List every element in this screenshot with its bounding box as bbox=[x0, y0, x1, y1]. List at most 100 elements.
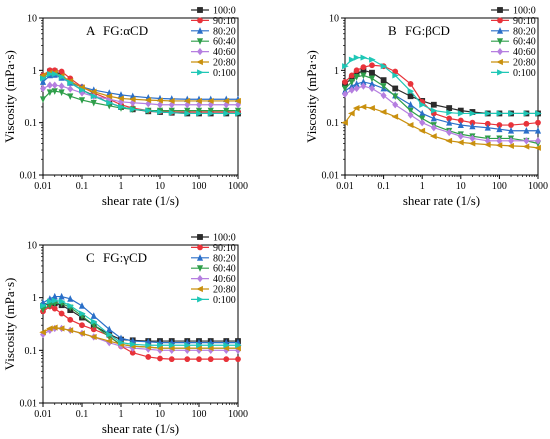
data-point bbox=[184, 356, 191, 363]
y-tick-label: 0.1 bbox=[327, 118, 340, 129]
legend-entry: 40:60 bbox=[191, 47, 236, 58]
legend-label: 40:60 bbox=[213, 274, 236, 285]
data-point bbox=[106, 99, 113, 106]
plot-frame bbox=[344, 17, 539, 176]
y-axis-title: Viscosity (mPa·s) bbox=[304, 50, 319, 143]
data-point bbox=[457, 132, 464, 140]
data-point bbox=[58, 298, 66, 305]
data-point bbox=[207, 97, 214, 105]
data-point bbox=[66, 327, 74, 334]
legend-entry: 60:40 bbox=[191, 264, 236, 275]
data-point bbox=[105, 93, 113, 100]
data-point bbox=[457, 121, 464, 128]
data-point bbox=[457, 110, 465, 117]
data-point bbox=[51, 70, 59, 78]
legend-label: 40:60 bbox=[213, 47, 236, 58]
data-point bbox=[379, 108, 387, 116]
data-point bbox=[380, 83, 387, 90]
data-point bbox=[67, 79, 74, 86]
data-point bbox=[145, 354, 152, 360]
data-point bbox=[353, 84, 360, 93]
legend-label: 40:60 bbox=[513, 47, 536, 58]
data-point bbox=[145, 107, 152, 114]
panel-letter: B bbox=[388, 23, 397, 38]
x-tick-label: 1 bbox=[119, 181, 124, 192]
data-point bbox=[430, 133, 437, 140]
y-tick-label: 1 bbox=[334, 66, 339, 77]
data-point bbox=[67, 302, 74, 309]
x-tick-label: 1 bbox=[420, 181, 425, 192]
legend-entry: 60:40 bbox=[191, 37, 236, 48]
data-point bbox=[406, 121, 414, 129]
data-point bbox=[392, 72, 399, 79]
data-point bbox=[380, 91, 387, 100]
data-point bbox=[51, 81, 58, 89]
legend-entry: 100:0 bbox=[191, 6, 236, 17]
data-point bbox=[40, 75, 47, 82]
x-axis-title: shear rate (1/s) bbox=[102, 193, 179, 208]
legend-label: 60:40 bbox=[213, 264, 236, 275]
data-point bbox=[380, 63, 388, 70]
data-point bbox=[418, 127, 426, 134]
data-point bbox=[407, 81, 414, 87]
y-tick-label: 10 bbox=[329, 14, 339, 25]
panel-letter: C bbox=[86, 250, 95, 265]
data-point bbox=[157, 342, 164, 349]
data-point bbox=[457, 139, 464, 146]
legend-marker bbox=[196, 38, 204, 45]
data-point bbox=[105, 337, 113, 345]
data-point bbox=[446, 109, 453, 116]
legend-marker bbox=[497, 17, 503, 24]
x-tick-label: 0.1 bbox=[377, 181, 390, 192]
data-point bbox=[234, 97, 241, 105]
y-tick-label: 0.01 bbox=[322, 171, 340, 182]
data-point bbox=[40, 84, 46, 93]
legend-entry: 90:10 bbox=[191, 243, 236, 254]
data-point bbox=[58, 292, 65, 300]
data-point bbox=[67, 85, 74, 93]
y-axis-title: Viscosity (mPa·s) bbox=[2, 50, 17, 143]
data-point bbox=[156, 97, 163, 104]
data-point bbox=[392, 85, 399, 92]
data-point bbox=[207, 110, 215, 117]
data-point bbox=[348, 110, 355, 117]
legend-label: 90:10 bbox=[513, 16, 536, 27]
x-axis-title: shear rate (1/s) bbox=[403, 193, 480, 208]
legend-entry: 40:60 bbox=[491, 47, 536, 58]
series-20-80 bbox=[341, 103, 541, 151]
data-point bbox=[342, 63, 349, 70]
data-point bbox=[348, 56, 356, 63]
data-point bbox=[117, 334, 125, 342]
data-point bbox=[353, 54, 361, 61]
data-point bbox=[348, 86, 355, 94]
legend-entry: 100:0 bbox=[491, 6, 536, 17]
data-point bbox=[341, 85, 349, 93]
y-tick-label: 0.1 bbox=[25, 346, 38, 357]
data-point bbox=[67, 295, 74, 302]
data-point bbox=[368, 105, 375, 112]
data-point bbox=[117, 95, 124, 102]
y-tick-label: 10 bbox=[27, 241, 37, 252]
data-point bbox=[235, 356, 241, 363]
legend-marker bbox=[196, 285, 203, 293]
data-point bbox=[407, 111, 414, 119]
data-point bbox=[419, 118, 426, 127]
legend-label: 0:100 bbox=[513, 68, 536, 79]
legend-marker bbox=[496, 38, 504, 45]
legend-marker bbox=[197, 234, 203, 240]
series-40-60 bbox=[342, 82, 541, 145]
legend-marker bbox=[197, 296, 204, 303]
legend-marker bbox=[497, 69, 504, 76]
data-point bbox=[79, 322, 85, 329]
legend-label: 20:80 bbox=[213, 58, 236, 69]
data-point bbox=[78, 97, 86, 104]
data-point bbox=[445, 137, 453, 144]
y-tick-label: 1 bbox=[32, 293, 37, 304]
legend-marker bbox=[496, 58, 503, 66]
y-tick-label: 0.01 bbox=[20, 399, 38, 410]
data-point bbox=[407, 88, 415, 95]
y-tick-label: 0.01 bbox=[20, 171, 38, 182]
x-tick-label: 10 bbox=[155, 181, 165, 192]
